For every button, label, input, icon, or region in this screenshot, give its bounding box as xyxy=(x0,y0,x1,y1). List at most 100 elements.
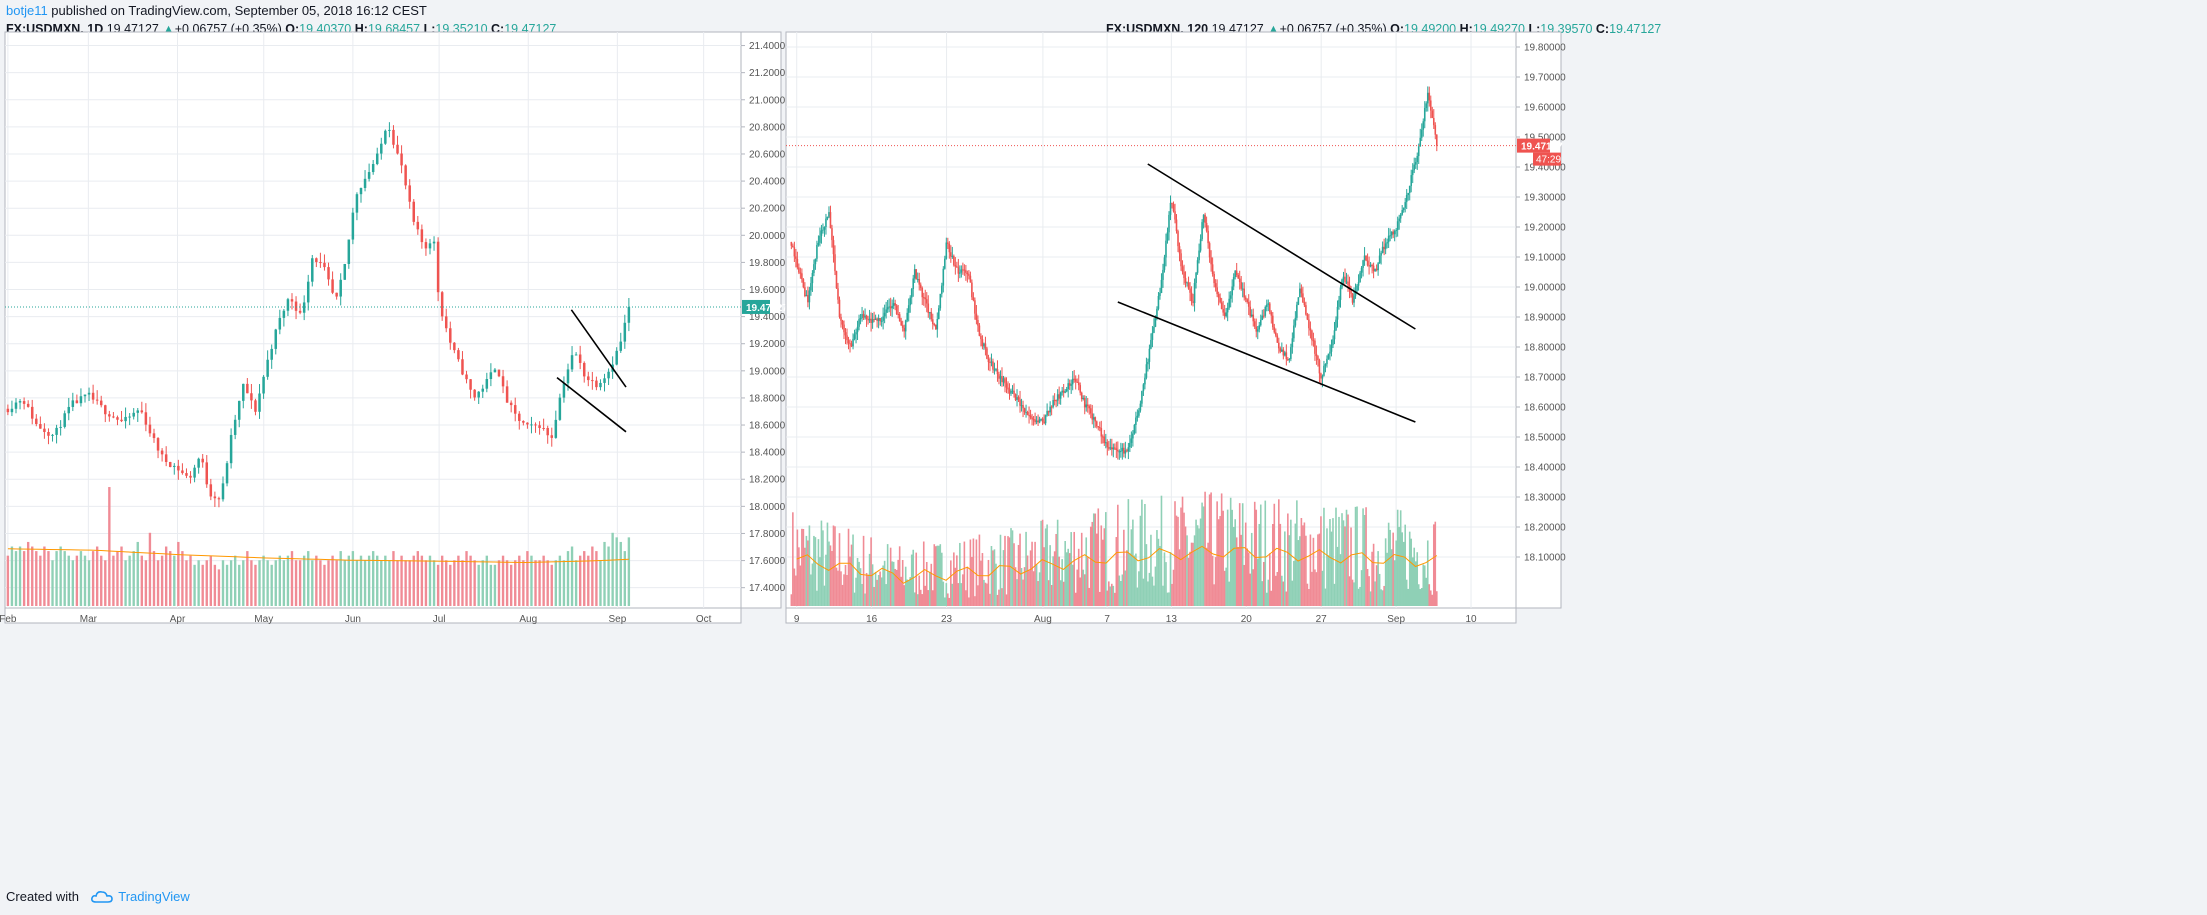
candle-body xyxy=(319,262,322,264)
volume-bar xyxy=(221,560,225,606)
volume-bar xyxy=(43,546,46,606)
volume-bar xyxy=(347,555,351,606)
candle-body xyxy=(229,434,233,464)
candle-body xyxy=(298,310,302,313)
candle-body xyxy=(55,427,58,435)
author-link[interactable]: botje11 xyxy=(6,3,48,18)
candle-body xyxy=(39,424,42,429)
candle-body xyxy=(323,262,326,268)
y-tick-label: 20.40000 xyxy=(749,177,791,188)
volume-bar xyxy=(112,555,115,606)
volume-bar xyxy=(164,546,168,606)
volume-bar xyxy=(440,555,444,606)
volume-bar xyxy=(619,541,622,606)
volume-bar xyxy=(493,564,497,606)
volume-bar xyxy=(250,560,253,606)
candle-body xyxy=(371,164,375,173)
candle-body xyxy=(164,454,168,463)
volume-bar xyxy=(169,551,172,606)
volume-bar xyxy=(83,555,87,606)
candle-body xyxy=(18,401,22,403)
candle-body xyxy=(546,428,549,436)
candle-body xyxy=(213,496,217,499)
candle-body xyxy=(181,470,184,474)
candle-body xyxy=(47,432,50,436)
candle-body xyxy=(587,376,590,381)
candle-body xyxy=(132,412,135,417)
volume-bar xyxy=(396,560,399,606)
candle-body xyxy=(444,316,448,329)
candle-body xyxy=(619,341,623,351)
y-tick-label: 17.80000 xyxy=(749,529,791,540)
volume-bar xyxy=(335,560,338,606)
candle-body xyxy=(388,129,391,131)
volume-bar xyxy=(404,560,407,606)
volume-bar xyxy=(343,560,346,606)
candle-body xyxy=(367,172,371,179)
candle-body xyxy=(623,322,627,342)
volume-bar xyxy=(530,555,533,606)
volume-bar xyxy=(457,555,460,606)
candle-body xyxy=(104,405,107,415)
candle-body xyxy=(400,153,403,166)
volume-bar xyxy=(31,546,34,606)
candle-body xyxy=(306,281,310,303)
candle-body xyxy=(550,435,554,438)
candle-body xyxy=(75,400,79,404)
candle-body xyxy=(221,483,225,500)
volume-bar xyxy=(189,555,192,606)
publish-header: botje11 published on TradingView.com, Se… xyxy=(6,2,427,20)
candle-body xyxy=(473,389,476,398)
candle-body xyxy=(95,399,99,401)
volume-bar xyxy=(497,560,501,606)
x-tick-label: Sep xyxy=(608,614,626,625)
candle-body xyxy=(432,241,436,244)
volume-bar xyxy=(376,555,379,606)
volume-bar xyxy=(258,560,261,606)
volume-bar xyxy=(327,560,330,606)
candle-body xyxy=(428,243,432,249)
volume-bar xyxy=(59,546,62,606)
candle-body xyxy=(201,458,204,463)
y-tick-label: 17.40000 xyxy=(749,583,791,594)
volume-bar xyxy=(51,560,54,606)
volume-bar xyxy=(144,560,148,606)
candle-body xyxy=(217,498,221,500)
candle-body xyxy=(453,342,456,351)
volume-bar xyxy=(242,560,245,606)
volume-bar xyxy=(274,560,277,606)
candle-body xyxy=(513,405,517,414)
y-tick-label: 19.80000 xyxy=(749,258,791,269)
candle-body xyxy=(315,258,318,263)
volume-bar xyxy=(380,560,383,606)
volume-bar xyxy=(351,551,355,606)
y-tick-label: 18.40000 xyxy=(749,448,791,459)
volume-bar xyxy=(108,487,111,606)
candle-body xyxy=(542,427,545,429)
volume-bar xyxy=(578,555,582,606)
volume-bar xyxy=(91,551,95,606)
candle-body xyxy=(233,419,237,435)
plot-area xyxy=(4,31,742,609)
candle-body xyxy=(128,416,131,418)
volume-bar xyxy=(587,555,590,606)
candle-body xyxy=(436,241,440,293)
candle-body xyxy=(384,130,387,144)
candle-body xyxy=(22,401,26,404)
volume-bar xyxy=(469,555,472,606)
volume-bar xyxy=(156,560,160,606)
volume-bar xyxy=(465,551,468,606)
candle-body xyxy=(489,372,493,380)
candle-body xyxy=(71,400,75,407)
volume-bar xyxy=(246,551,249,606)
candle-body xyxy=(258,393,261,412)
volume-bar xyxy=(148,532,152,606)
volume-bar xyxy=(177,541,180,606)
tradingview-link[interactable]: TradingView xyxy=(118,889,190,904)
candle-body xyxy=(108,414,111,417)
candle-body xyxy=(607,371,610,379)
candle-body xyxy=(173,465,176,467)
volume-bar xyxy=(225,564,229,606)
candle-body xyxy=(578,354,582,363)
